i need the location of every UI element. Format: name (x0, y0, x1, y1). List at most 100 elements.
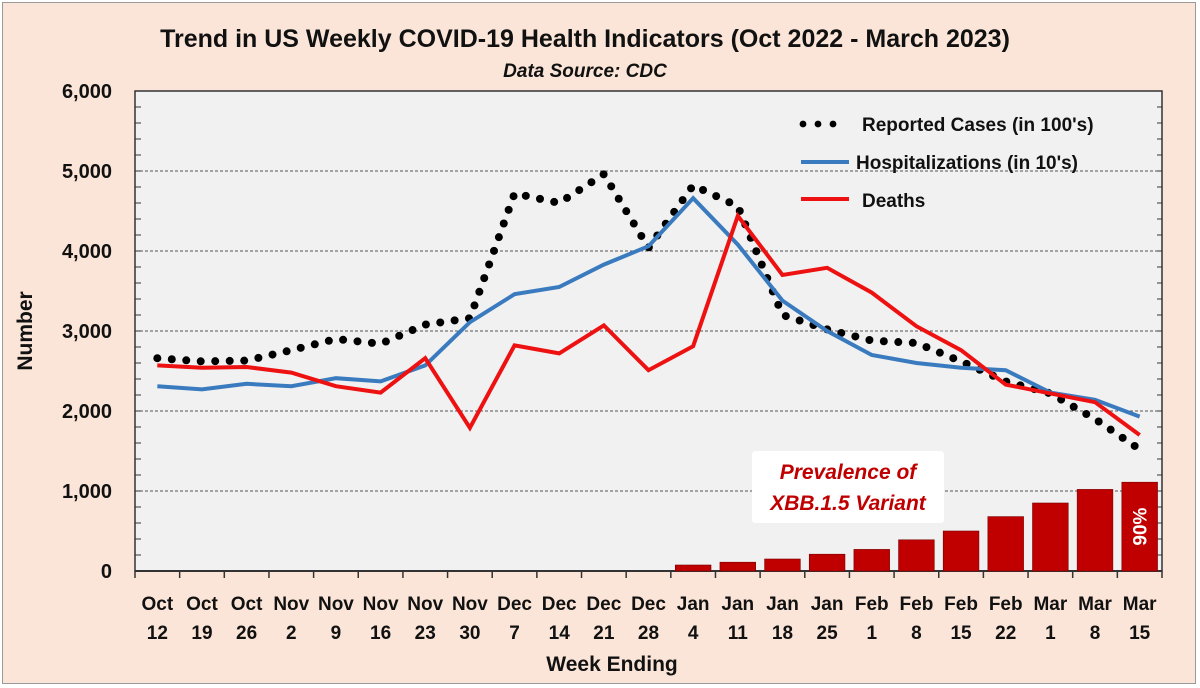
x-tick-label-month: Jan (811, 594, 844, 615)
cases-dot (282, 347, 291, 356)
cases-dot (837, 328, 846, 337)
y-tick-label: 5,000 (62, 161, 112, 183)
x-tick-label-day: 1 (1045, 623, 1056, 644)
cases-dot (1118, 433, 1127, 442)
x-tick-label-month: Nov (318, 594, 354, 615)
x-tick-label-month: Feb (989, 594, 1023, 615)
cases-dot (712, 192, 721, 201)
cases-dot (494, 233, 503, 242)
cases-dot (949, 354, 958, 363)
x-tick-label-day: 12 (147, 623, 168, 644)
cases-dot (687, 184, 696, 193)
cases-dot (268, 350, 277, 359)
x-tick-label-month: Jan (677, 594, 710, 615)
cases-dot (629, 219, 638, 228)
cases-dot (480, 274, 489, 283)
cases-dot (225, 356, 234, 365)
x-tick-label-month: Mar (1123, 594, 1157, 615)
xbb-bar-label: 90% (1131, 507, 1152, 545)
annotation-box (752, 451, 944, 523)
xbb-bar (853, 549, 890, 572)
x-axis: Oct 12 Oct 19 Oct 26 Nov 2 Nov 9 Nov 16 Nov 23 Nov 30 De… (134, 570, 1163, 644)
x-tick-label-month: Mar (1033, 594, 1067, 615)
cases-dot (367, 338, 376, 347)
xbb-bar (719, 561, 756, 572)
cases-dot (509, 192, 518, 201)
cases-dot (1094, 417, 1103, 426)
xbb-bar (674, 564, 712, 572)
x-tick-label-month: Dec (497, 594, 532, 615)
cases-dot (795, 316, 804, 325)
xbb-bar (1032, 502, 1069, 572)
cases-dot (535, 194, 544, 203)
series-lines (153, 170, 1141, 450)
cases-dot (757, 260, 766, 269)
x-tick-label-day: 19 (191, 623, 212, 644)
x-tick-label-day: 9 (331, 623, 342, 644)
cases-dot (1106, 425, 1115, 434)
y-tick-label: 2,000 (62, 401, 112, 423)
cases-dot (599, 170, 608, 179)
legend-marker-dot (829, 120, 837, 128)
cases-dot (922, 343, 931, 352)
legend: Reported Cases (in 100's) Hospitalizatio… (799, 115, 1094, 212)
y-tick-label: 3,000 (62, 321, 112, 343)
cases-dot (637, 231, 646, 240)
gridlines (135, 170, 1162, 492)
x-tick-label-day: 22 (995, 623, 1016, 644)
cases-dot (678, 196, 687, 205)
y-tick-label: 4,000 (62, 241, 112, 263)
cases-dot (774, 300, 783, 309)
cases-dot (254, 353, 263, 362)
cases-dot (470, 301, 479, 310)
x-tick-label-month: Nov (452, 594, 488, 615)
cases-dot (607, 182, 616, 191)
x-tick-label-day: 8 (911, 623, 922, 644)
x-tick-label-day: 18 (772, 623, 793, 644)
x-tick-label-month: Feb (855, 594, 889, 615)
x-tick-label-month: Nov (363, 594, 399, 615)
x-tick-label-month: Nov (273, 594, 309, 615)
legend-label-hospitalizations: Hospitalizations (in 10's) (856, 153, 1078, 174)
cases-dot (865, 336, 874, 345)
x-tick-label-day: 7 (509, 623, 520, 644)
x-tick-label-day: 28 (638, 623, 659, 644)
cases-dot (587, 178, 596, 187)
cases-dot (1130, 441, 1139, 450)
legend-marker-dot (799, 120, 807, 128)
cases-dot (381, 337, 390, 346)
cases-dot (908, 338, 917, 347)
cases-dot (490, 246, 499, 255)
x-tick-label-month: Feb (900, 594, 934, 615)
cases-dot (475, 287, 484, 296)
cases-dot (182, 356, 191, 365)
x-tick-label-month: Mar (1078, 594, 1112, 615)
x-tick-label-month: Jan (721, 594, 754, 615)
cases-dot (211, 357, 220, 366)
cases-dot (240, 356, 249, 365)
cases-dot (339, 335, 348, 344)
y-axis: 0 1,000 2,000 3,000 4,000 5,000 6,000 (62, 81, 1162, 583)
cases-dot (196, 357, 205, 366)
x-tick-label-month: Oct (186, 594, 218, 615)
cases-dot (450, 316, 459, 325)
x-tick-label-day: 15 (1129, 623, 1151, 644)
xbb-bars: 90% (674, 481, 1158, 572)
cases-dot (310, 340, 319, 349)
x-tick-label-day: 14 (549, 623, 571, 644)
x-tick-label-month: Oct (231, 594, 263, 615)
x-tick-label-day: 16 (370, 623, 391, 644)
xbb-bar (764, 558, 801, 572)
xbb-annotation: Prevalence of XBB.1.5 Variant (752, 451, 944, 523)
cases-dot (699, 186, 708, 195)
cases-dot (167, 355, 176, 364)
cases-dot (894, 338, 903, 347)
cases-dot (851, 332, 860, 341)
x-tick-label-day: 2 (286, 623, 297, 644)
y-tick-label: 1,000 (62, 481, 112, 503)
cases-dot (781, 312, 790, 321)
cases-dot (421, 320, 430, 329)
x-tick-label-month: Feb (944, 594, 978, 615)
chart-title: Trend in US Weekly COVID-19 Health Indic… (160, 25, 1010, 53)
x-tick-label-day: 21 (593, 623, 615, 644)
